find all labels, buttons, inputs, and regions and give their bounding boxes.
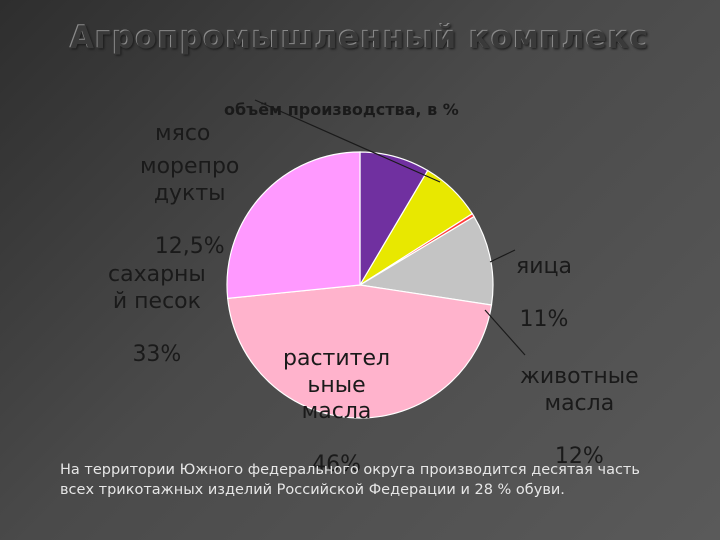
slice-label-pct: 12,5% [154,233,225,259]
slice-label-animal-oils: животные масла 12% [520,338,639,470]
slice-label-vegetable-oils: растител ьные масла 46% [283,320,390,478]
pie-slice-5 [226,151,361,300]
slice-label-eggs: яица 11% [516,228,572,334]
leader-line-meat [254,99,441,183]
slice-label-pct: 33% [132,341,182,367]
pie-slice-4 [227,284,493,419]
slice-label-seafood: морепро дукты 12,5% [140,128,239,260]
slice-label-sugar: сахарны й песок 33% [108,236,206,368]
slice-label-text: сахарны й песок [108,262,206,314]
pie-slice-3 [358,215,494,306]
slice-label-pct: 12% [554,443,604,469]
leader-line-eggs [489,249,516,263]
footer-text: На территории Южного федерального округа… [60,462,640,499]
slice-label-text: яица [516,254,572,280]
slice-label-text: мясо [155,121,211,147]
chart-title: объём производства, в % [224,100,459,119]
leader-line-animal-oils [484,309,526,356]
slide-title: Агропромышленный комплекс [70,20,650,56]
slice-label-text: животные масла [520,364,639,416]
slice-label-meat: мясо [155,95,210,148]
slice-label-pct: 46% [312,451,361,477]
slice-label-pct: 11% [519,307,569,333]
slice-label-text: растител ьные масла [283,346,391,425]
slice-label-text: морепро дукты [140,154,240,206]
